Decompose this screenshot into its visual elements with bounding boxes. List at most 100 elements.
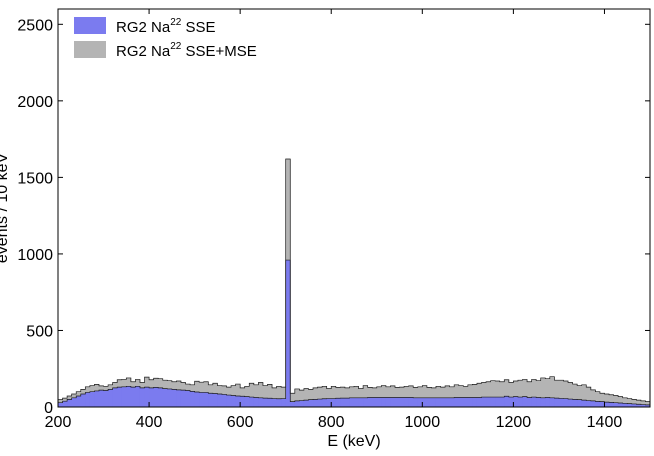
bar-sse_mse-770	[317, 387, 323, 407]
bar-sse_mse-1280	[549, 376, 555, 407]
bar-sse-860	[358, 397, 364, 407]
bar-sse_mse-1150	[490, 380, 496, 407]
bar-sse-1140	[486, 397, 492, 407]
bar-sse_mse-1310	[563, 380, 569, 407]
bar-sse_mse-590	[235, 384, 241, 407]
bar-sse-600	[240, 396, 246, 407]
bar-sse-880	[367, 397, 373, 407]
bar-sse-440	[167, 388, 173, 407]
series-sse-mse-bars	[58, 159, 651, 407]
bar-sse-280	[94, 390, 100, 407]
bar-sse-1130	[481, 397, 487, 407]
bar-sse-380	[139, 387, 145, 407]
bar-sse-1330	[572, 399, 578, 407]
bar-sse_mse-1020	[431, 387, 437, 407]
bar-sse_mse-650	[262, 385, 268, 407]
bar-sse_mse-1090	[463, 386, 469, 407]
plot-frame	[57, 8, 651, 408]
bar-sse_mse-1450	[627, 398, 633, 407]
bar-sse-950	[399, 397, 405, 407]
bar-sse-670	[272, 398, 277, 407]
bar-sse-1350	[581, 400, 587, 407]
bar-sse_mse-620	[249, 383, 255, 407]
bar-sse-540	[212, 393, 218, 407]
bar-sse_mse-1180	[504, 379, 510, 407]
bar-sse_mse-910	[381, 385, 387, 407]
bar-sse_mse-1370	[590, 389, 596, 407]
bar-sse-230	[71, 397, 77, 407]
bar-sse-1440	[622, 403, 628, 407]
bar-sse-1190	[508, 397, 514, 407]
bar-sse-570	[226, 395, 232, 407]
bar-sse-650	[262, 398, 268, 407]
outline-sse	[57, 259, 650, 407]
bar-sse-1250	[536, 397, 542, 407]
bar-sse-1230	[527, 397, 532, 407]
bar-sse-200	[58, 402, 63, 407]
bar-sse_mse-1210	[517, 380, 523, 407]
bar-sse-930	[390, 397, 396, 407]
bar-sse_mse-830	[344, 387, 350, 407]
bar-sse-830	[344, 398, 350, 407]
bar-sse-560	[221, 394, 227, 407]
bar-sse-1070	[454, 397, 460, 407]
bar-sse-340	[121, 386, 127, 407]
bar-sse_mse-1390	[599, 393, 605, 407]
bar-sse_mse-1200	[513, 380, 519, 407]
bar-sse_mse-980	[413, 387, 419, 407]
bar-sse_mse-1400	[604, 393, 610, 407]
series-outline	[57, 158, 650, 407]
bar-sse-1470	[636, 404, 642, 407]
x-tick-label-400: 400	[136, 414, 163, 431]
bar-sse-780	[322, 398, 328, 407]
bar-sse_mse-1100	[467, 384, 473, 407]
bar-sse-1030	[435, 397, 441, 407]
bar-sse_mse-670	[272, 387, 277, 407]
bar-sse-1170	[499, 397, 505, 407]
bar-sse_mse-1250	[536, 380, 542, 407]
bar-sse-350	[126, 386, 132, 407]
bar-sse-710	[290, 401, 296, 407]
bar-sse-270	[89, 391, 95, 407]
y-tick-label-1000: 1000	[17, 247, 53, 264]
bar-sse_mse-970	[408, 385, 414, 407]
bar-sse-980	[413, 397, 419, 407]
bar-sse-700	[285, 260, 291, 407]
y-tick-label-2500: 2500	[17, 17, 53, 34]
bar-sse-890	[372, 397, 378, 407]
bar-sse-1420	[613, 402, 619, 407]
bar-sse_mse-840	[349, 386, 355, 407]
bar-sse-490	[190, 391, 196, 407]
bar-sse-620	[249, 397, 255, 407]
bar-sse_mse-810	[335, 387, 341, 407]
bar-sse_mse-1480	[640, 400, 646, 407]
bar-sse_mse-1030	[435, 386, 441, 407]
bar-sse-1050	[445, 397, 451, 407]
x-tick-label-1000: 1000	[405, 414, 441, 431]
bar-sse-1260	[540, 397, 546, 407]
legend-swatch-sse	[74, 17, 106, 34]
bar-sse-610	[244, 396, 250, 407]
bar-sse_mse-1220	[522, 379, 528, 407]
outline-sse_mse	[57, 158, 650, 407]
bar-sse-810	[335, 398, 341, 407]
bar-sse-1020	[431, 397, 437, 407]
series-sse-bars	[58, 260, 651, 407]
legend-label-sse: RG2 Na22 SSE	[116, 17, 216, 36]
bar-sse-790	[326, 398, 332, 407]
bar-sse_mse-1230	[527, 381, 532, 407]
bar-sse_mse-1060	[449, 386, 455, 407]
bar-sse_mse-960	[404, 386, 410, 407]
bar-sse_mse-1420	[613, 395, 619, 407]
bar-sse-1150	[490, 397, 496, 407]
bar-sse_mse-1260	[540, 377, 546, 407]
x-tick-label-200: 200	[45, 414, 72, 431]
bar-sse-420	[158, 387, 164, 407]
bar-sse_mse-740	[303, 388, 309, 407]
bar-sse_mse-1440	[622, 397, 628, 407]
bar-sse_mse-1000	[422, 385, 428, 407]
bar-sse-1240	[531, 397, 537, 407]
bar-sse_mse-1160	[495, 380, 501, 407]
bar-sse_mse-1140	[486, 381, 492, 407]
